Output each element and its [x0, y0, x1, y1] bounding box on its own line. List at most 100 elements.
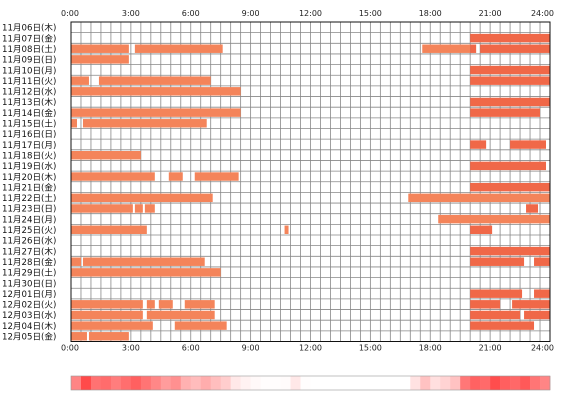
row-label: 11月21日(金)	[2, 181, 56, 193]
plot-border	[70, 21, 551, 342]
density-cell	[220, 376, 231, 390]
activity-bar	[174, 321, 227, 330]
row-label: 11月10日(月)	[2, 65, 56, 76]
density-cell	[250, 376, 261, 390]
row-label: 12月03日(水)	[2, 309, 56, 321]
density-cell	[300, 376, 311, 390]
activity-bar	[71, 268, 221, 277]
density-cell	[170, 376, 182, 390]
row-label: 11月19日(水)	[2, 160, 56, 172]
activity-bar	[470, 310, 521, 320]
x-tick-label-bottom: 9:00	[242, 344, 260, 353]
x-tick-label-bottom: 15:00	[359, 344, 382, 353]
x-tick-label-top: 9:00	[242, 9, 260, 18]
row-label: 11月13日(木)	[2, 96, 56, 108]
activity-bar	[82, 119, 207, 128]
x-tick-label-bottom: 24:00	[531, 344, 554, 353]
chart-frame	[70, 21, 551, 342]
x-tick-label-top: 15:00	[359, 9, 382, 18]
density-cell	[280, 376, 291, 390]
activity-bar	[470, 140, 487, 149]
activity-bar	[71, 204, 133, 213]
density-cell	[110, 376, 122, 390]
activity-bar	[470, 108, 541, 117]
density-cell	[320, 376, 331, 390]
grid-lines	[71, 22, 550, 342]
activity-bar	[526, 204, 539, 213]
density-cell	[480, 376, 491, 390]
density-strip-frame	[70, 375, 551, 391]
activity-bar	[184, 300, 215, 309]
density-cell	[120, 376, 132, 390]
density-cell	[100, 376, 112, 390]
activity-bar	[98, 76, 211, 85]
density-cell	[380, 376, 391, 390]
x-tick-label-top: 12:00	[299, 9, 322, 18]
activity-bar	[470, 300, 501, 309]
row-label: 11月11日(火)	[2, 76, 56, 87]
activity-bar	[71, 119, 77, 128]
activity-bar	[134, 204, 143, 213]
activity-bar	[71, 225, 147, 234]
x-tick-label-bottom: 21:00	[479, 344, 502, 353]
density-cell	[71, 376, 82, 390]
density-cell	[450, 376, 461, 390]
row-labels: 11月06日(木)11月07日(金)11月08日(土)11月09日(日)11月1…	[2, 22, 56, 343]
activity-bar	[82, 257, 205, 266]
activity-bar	[71, 172, 155, 181]
density-cell	[430, 376, 441, 390]
row-label: 11月28日(金)	[2, 256, 56, 268]
density-cell	[150, 376, 162, 390]
activity-bar	[71, 300, 143, 309]
activity-bar	[71, 151, 141, 160]
density-cell	[400, 376, 411, 390]
activity-bar	[88, 332, 129, 341]
row-label: 12月04日(木)	[2, 320, 56, 332]
activity-bar	[438, 214, 550, 224]
x-tick-label-top: 6:00	[182, 9, 200, 18]
activity-bar	[470, 225, 493, 234]
row-label: 11月07日(金)	[2, 32, 56, 44]
activity-bar	[71, 76, 89, 85]
activity-bar	[470, 161, 547, 171]
density-cell	[270, 376, 281, 390]
row-label: 11月06日(木)	[2, 22, 56, 34]
x-tick-label-top: 0:00	[61, 9, 79, 18]
row-label: 11月14日(金)	[2, 107, 56, 119]
row-label: 11月12日(水)	[2, 86, 56, 98]
activity-bar	[470, 33, 550, 43]
density-strip-border	[70, 375, 551, 391]
row-label: 12月01日(月)	[2, 289, 56, 300]
density-cell	[180, 376, 192, 390]
density-cell	[340, 376, 351, 390]
density-cell	[460, 376, 471, 390]
density-cell	[500, 376, 511, 390]
row-label: 12月05日(金)	[2, 331, 56, 343]
activity-bar	[144, 204, 155, 213]
activity-bar	[71, 108, 241, 117]
row-label: 11月16日(日)	[2, 129, 56, 140]
density-cell	[390, 376, 401, 390]
density-cell	[540, 376, 551, 390]
activity-bar	[146, 300, 155, 309]
activity-bar	[71, 257, 81, 266]
activity-bar	[470, 246, 550, 256]
density-cell	[310, 376, 321, 390]
activity-bar	[168, 172, 183, 181]
row-label: 11月26日(水)	[2, 235, 56, 247]
row-label: 11月29日(土)	[2, 267, 56, 279]
density-cell	[520, 376, 531, 390]
activity-bar	[470, 257, 525, 266]
activity-bar	[71, 193, 213, 203]
density-cell	[530, 376, 541, 390]
row-label: 11月17日(月)	[2, 140, 56, 151]
activity-bar	[71, 44, 129, 53]
activity-bar	[510, 140, 547, 149]
activity-bar	[470, 289, 523, 298]
x-tick-label-bottom: 12:00	[299, 344, 322, 353]
row-label: 11月24日(月)	[2, 214, 56, 225]
row-label: 12月02日(火)	[2, 300, 56, 311]
activity-bar	[408, 193, 550, 203]
density-cell	[90, 376, 102, 390]
